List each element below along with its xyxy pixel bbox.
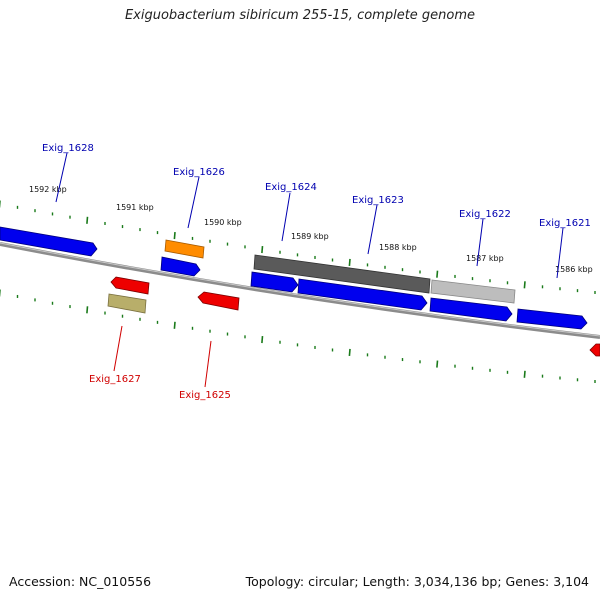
feature-orange[interactable] [164,239,205,259]
genome-backbone [0,242,600,339]
major-tick [261,246,264,254]
major-tick [436,360,439,368]
gene-feature-forward[interactable] [0,226,98,257]
forward-strand-features [0,226,588,330]
major-tick [523,370,526,378]
gene-feature-reverse[interactable] [589,343,600,357]
feature-darkgray[interactable] [253,254,431,294]
forward-label-leaders [55,152,564,279]
accession-text: Accession: NC_010556 [9,574,152,589]
gene-feature-forward[interactable] [297,278,428,311]
map-title: Exiguobacterium sibiricum 255-15, comple… [124,8,476,23]
major-tick [173,321,176,329]
gene-label-exig-1627[interactable]: Exig_1627 [89,374,141,385]
major-tick [523,281,526,289]
major-tick [86,306,89,314]
major-tick [86,216,89,224]
gene-label-exig-1623[interactable]: Exig_1623 [352,195,404,206]
kbp-labels: 1592 kbp 1591 kbp 1590 kbp 1589 kbp 1588… [29,185,593,274]
gene-label-exig-1625[interactable]: Exig_1625 [179,390,231,401]
major-tick [436,270,439,278]
genome-backbone-highlight [0,242,600,337]
inner-tick-track [0,289,596,384]
forward-gene-labels: Exig_1628 Exig_1626 Exig_1624 Exig_1623 … [42,143,591,229]
gene-label-exig-1624[interactable]: Exig_1624 [265,182,317,193]
summary-text: Topology: circular; Length: 3,034,136 bp… [245,574,589,589]
gene-feature-forward[interactable] [429,297,513,322]
gene-feature-forward[interactable] [250,271,299,293]
gene-feature-forward[interactable] [160,256,201,277]
kbp-label-1589: 1589 kbp [291,232,329,241]
gene-label-exig-1628[interactable]: Exig_1628 [42,143,94,154]
kbp-label-1590: 1590 kbp [204,218,242,227]
kbp-label-1586: 1586 kbp [555,265,593,274]
feature-lightgray[interactable] [430,279,516,304]
major-tick [173,231,176,240]
gene-feature-reverse[interactable] [110,276,150,295]
major-tick [348,348,351,357]
major-tick [348,258,351,267]
kbp-label-1587: 1587 kbp [466,254,504,263]
feature-khaki[interactable] [107,293,147,314]
reverse-strand-features [107,276,600,357]
reverse-label-leaders [113,325,212,388]
kbp-label-1591: 1591 kbp [116,203,154,212]
gene-feature-forward[interactable] [516,308,588,330]
gene-label-exig-1622[interactable]: Exig_1622 [459,209,511,220]
gene-feature-reverse[interactable] [197,291,240,311]
gene-label-exig-1621[interactable]: Exig_1621 [539,218,591,229]
kbp-label-1588: 1588 kbp [379,243,417,252]
kbp-label-1592: 1592 kbp [29,185,67,194]
reverse-gene-labels: Exig_1627 Exig_1625 [89,374,231,401]
major-tick [261,335,264,344]
gene-label-exig-1626[interactable]: Exig_1626 [173,167,225,178]
outer-tick-track [0,200,596,294]
